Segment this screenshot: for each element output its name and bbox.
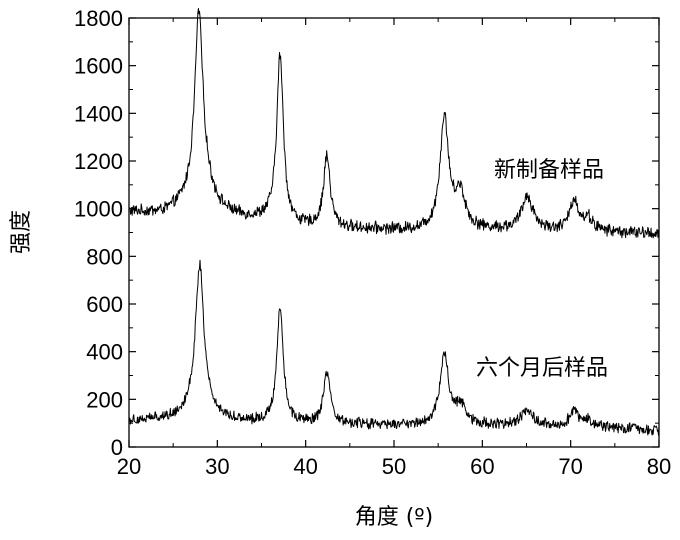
x-tick-label: 80 xyxy=(647,454,671,479)
y-tick-label: 1200 xyxy=(74,149,123,174)
plot-frame xyxy=(129,18,659,447)
x-tick-label: 30 xyxy=(205,454,229,479)
y-tick-label: 400 xyxy=(86,340,123,365)
y-axis-title: 强度 xyxy=(9,210,34,254)
y-tick-label: 0 xyxy=(111,435,123,460)
x-tick-label: 50 xyxy=(382,454,406,479)
annotation-six-month-sample: 六个月后样品 xyxy=(476,356,608,381)
y-tick-label: 1600 xyxy=(74,54,123,79)
annotation-fresh-sample: 新制备样品 xyxy=(494,158,604,183)
y-tick-label: 1800 xyxy=(74,6,123,31)
y-tick-label: 800 xyxy=(86,244,123,269)
x-axis-title: 角度 (º) xyxy=(355,505,434,530)
y-tick-label: 1400 xyxy=(74,101,123,126)
y-tick-label: 200 xyxy=(86,387,123,412)
y-tick-label: 1000 xyxy=(74,197,123,222)
y-tick-label: 600 xyxy=(86,292,123,317)
x-tick-label: 70 xyxy=(558,454,582,479)
series-fresh-sample-line xyxy=(129,9,659,238)
x-tick-label: 60 xyxy=(470,454,494,479)
ticks: 2030405060708002004006008001000120014001… xyxy=(74,6,671,479)
series-six-month-sample-line xyxy=(129,260,659,435)
x-tick-label: 40 xyxy=(293,454,317,479)
